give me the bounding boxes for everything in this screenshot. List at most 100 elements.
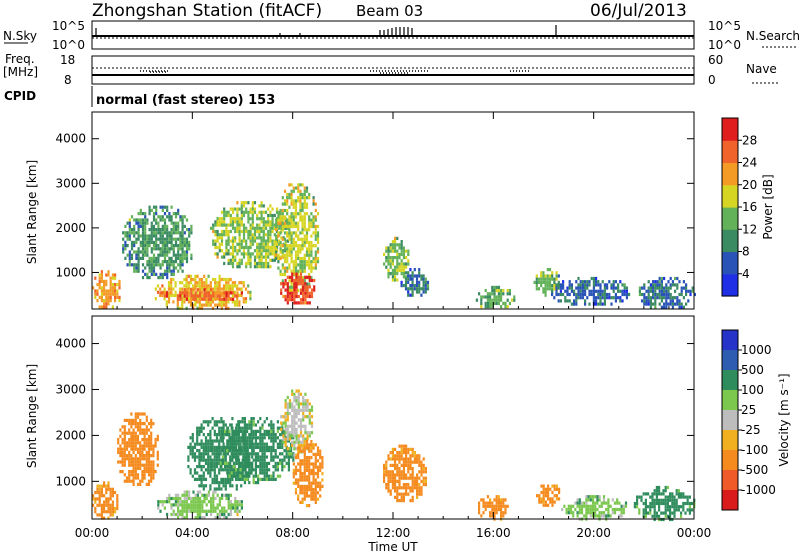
power-cell	[205, 281, 208, 285]
velocity-cell	[310, 456, 313, 460]
power-cell	[308, 278, 311, 283]
velocity-cell	[402, 483, 405, 487]
power-cell	[262, 223, 265, 227]
power-cell	[203, 288, 206, 292]
velocity-cell	[310, 494, 313, 498]
power-cell	[109, 286, 112, 290]
power-cell	[137, 224, 140, 228]
power-cell	[137, 269, 140, 273]
power-cell	[196, 294, 199, 298]
velocity-cell	[295, 408, 298, 412]
velocity-cell	[651, 514, 654, 518]
power-cell	[236, 229, 239, 234]
power-cell	[292, 199, 295, 203]
power-cell	[200, 284, 204, 288]
power-cell	[148, 205, 151, 209]
velocity-cell	[295, 434, 298, 438]
velocity-cell	[411, 470, 414, 474]
power-cell	[577, 289, 580, 293]
power-cell	[148, 237, 151, 241]
power-cell	[214, 233, 217, 237]
velocity-cell	[265, 433, 268, 437]
velocity-cell	[538, 500, 541, 504]
power-cell	[98, 283, 101, 287]
velocity-cell	[239, 429, 242, 433]
power-cell	[290, 183, 293, 187]
velocity-cell	[241, 420, 244, 424]
power-cell	[291, 294, 294, 299]
velocity-cell	[241, 433, 244, 437]
power-cell	[105, 292, 108, 296]
velocity-cell	[398, 451, 401, 455]
power-cell	[660, 283, 663, 287]
velocity-cell	[254, 455, 257, 459]
power-cell	[299, 202, 302, 206]
velocity-cell	[224, 477, 227, 481]
power-cell	[284, 294, 287, 299]
velocity-cell	[250, 439, 253, 443]
power-cell	[304, 291, 307, 295]
power-cell	[155, 218, 158, 222]
velocity-cell	[200, 426, 203, 430]
velocity-cell	[116, 500, 119, 504]
power-cell	[196, 306, 199, 310]
velocity-cell	[241, 465, 244, 469]
power-cell	[586, 286, 589, 290]
power-cell	[238, 281, 241, 285]
velocity-cell	[383, 467, 386, 471]
power-cell	[308, 294, 311, 299]
velocity-colorbar-tick-label: 1000	[741, 343, 772, 357]
power-cell	[183, 231, 186, 235]
velocity-cell	[243, 481, 246, 485]
velocity-cell	[387, 476, 390, 480]
power-cell	[544, 293, 547, 297]
power-cell	[645, 296, 648, 300]
velocity-cell	[402, 495, 405, 499]
velocity-cell	[418, 486, 421, 490]
power-cell	[305, 202, 309, 206]
velocity-cell	[259, 439, 262, 443]
power-cell	[218, 291, 221, 295]
velocity-cell	[385, 483, 388, 487]
power-cell	[310, 250, 313, 254]
velocity-cell	[655, 501, 658, 506]
velocity-cell	[385, 486, 388, 490]
velocity-cell	[134, 460, 137, 464]
velocity-cell	[125, 431, 129, 435]
velocity-cell	[644, 511, 647, 515]
velocity-cell	[620, 514, 623, 518]
power-cell	[279, 272, 282, 277]
velocity-cell	[416, 460, 419, 464]
velocity-cell	[616, 507, 619, 512]
power-cell	[595, 299, 598, 303]
velocity-cell	[232, 506, 235, 510]
velocity-cell	[578, 504, 581, 508]
velocity-cell	[94, 490, 97, 495]
velocity-cell	[293, 411, 296, 416]
velocity-cell	[219, 452, 222, 456]
power-cell	[126, 237, 129, 241]
power-cell	[236, 207, 239, 211]
velocity-cell	[132, 441, 135, 445]
velocity-cell	[196, 442, 199, 446]
velocity-cell	[301, 484, 304, 488]
velocity-cell	[242, 429, 245, 433]
velocity-cell	[202, 426, 205, 430]
velocity-cell	[218, 484, 221, 488]
power-cell	[245, 226, 248, 230]
velocity-cell	[263, 452, 266, 456]
power-cell	[584, 302, 587, 306]
velocity-cell	[281, 423, 284, 427]
power-cell	[231, 293, 234, 298]
power-cell	[236, 294, 239, 298]
power-cell	[200, 303, 204, 307]
power-cell	[183, 288, 186, 292]
power-cell	[660, 296, 663, 300]
velocity-cell	[174, 496, 177, 501]
power-cell	[407, 274, 410, 278]
velocity-cell	[130, 457, 133, 461]
power-cell	[203, 291, 206, 295]
power-cell	[216, 217, 219, 221]
velocity-cell	[132, 438, 135, 442]
power-cell	[128, 234, 131, 238]
